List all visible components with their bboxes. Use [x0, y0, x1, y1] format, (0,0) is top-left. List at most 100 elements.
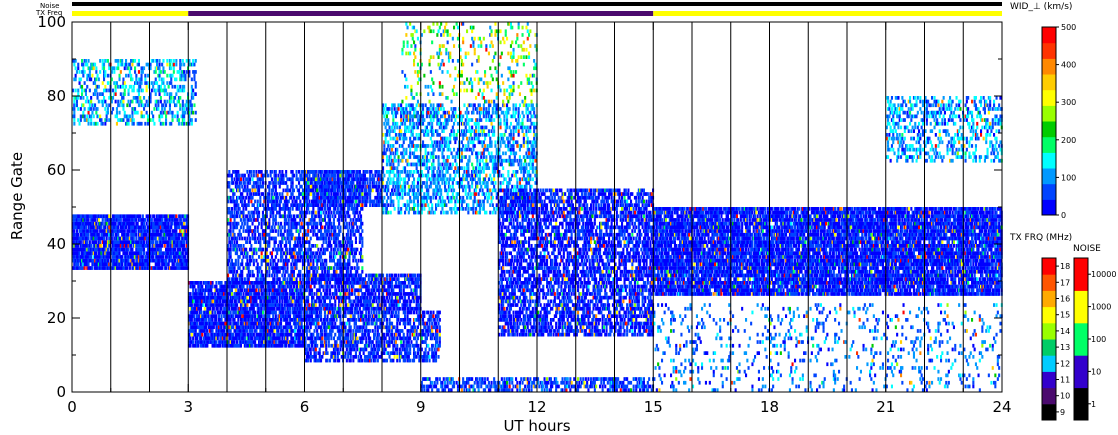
echo-cell [287, 281, 290, 285]
echo-cell [243, 340, 246, 344]
echo-cell [79, 247, 82, 252]
echo-cell [156, 244, 159, 248]
echo-cell [101, 92, 104, 96]
echo-cell [233, 292, 236, 296]
echo-cell [193, 299, 196, 304]
echo-cell [131, 121, 134, 126]
echo-cell [215, 299, 218, 304]
echo-cell [252, 210, 255, 215]
echo-cell [103, 70, 106, 74]
echo-cell [232, 262, 235, 267]
echo-cell [179, 247, 182, 252]
echo-cell [206, 299, 209, 304]
echo-cell [212, 332, 215, 337]
echo-cell [137, 214, 140, 219]
echo-cell [114, 244, 117, 248]
echo-cell [298, 273, 301, 278]
echo-cell [295, 199, 298, 204]
echo-cell [101, 218, 104, 222]
echo-cell [103, 255, 106, 259]
echo-cell [230, 340, 233, 344]
echo-cell [270, 321, 273, 326]
echo-cell [256, 181, 259, 185]
echo-cell [180, 240, 183, 244]
echo-cell [278, 203, 281, 207]
echo-cell [219, 299, 222, 304]
echo-cell [318, 251, 321, 256]
echo-cell [354, 188, 357, 193]
echo-cell [103, 62, 106, 67]
echo-cell [216, 325, 219, 330]
echo-cell [267, 255, 270, 259]
echo-cell [172, 70, 175, 74]
echo-cell [299, 318, 302, 322]
echo-cell [332, 210, 335, 215]
echo-cell [127, 88, 130, 93]
echo-cell [157, 229, 160, 233]
echo-cell [282, 177, 285, 182]
echo-cell [258, 247, 261, 252]
echo-cell [185, 59, 188, 63]
echo-cell [269, 210, 272, 215]
echo-cell [196, 310, 199, 315]
echo-cell [277, 269, 280, 274]
echo-cell [233, 310, 236, 315]
echo-cell [343, 255, 346, 259]
echo-cell [194, 340, 197, 344]
echo-cell [347, 262, 350, 267]
echo-cell [177, 244, 180, 248]
echo-cell [295, 177, 298, 182]
echo-cell [301, 210, 304, 215]
echo-cell [143, 232, 146, 237]
echo-cell [289, 281, 292, 285]
echo-cell [236, 240, 239, 244]
echo-cell [280, 181, 283, 185]
echo-cell [97, 236, 100, 241]
echo-cell [183, 62, 186, 67]
echo-cell [243, 173, 246, 178]
echo-cell [88, 103, 91, 108]
echo-cell [141, 229, 144, 233]
echo-cell [234, 303, 237, 307]
echo-cell [254, 292, 257, 296]
echo-cell [196, 318, 199, 322]
echo-cell [282, 251, 285, 256]
echo-cell [157, 255, 160, 259]
echo-cell [250, 321, 253, 326]
echo-cell [258, 310, 261, 315]
echo-cell [289, 195, 292, 200]
echo-cell [251, 255, 254, 259]
echo-cell [251, 236, 254, 241]
echo-cell [106, 110, 109, 115]
echo-cell [75, 214, 78, 219]
echo-cell [296, 255, 299, 259]
echo-cell [272, 221, 275, 226]
echo-cell [234, 236, 237, 241]
echo-cell [128, 62, 131, 67]
echo-cell [113, 66, 116, 71]
echo-cell [119, 218, 122, 222]
echo-cell [96, 247, 99, 252]
echo-cell [185, 70, 188, 74]
echo-cell [348, 214, 351, 219]
echo-cell [113, 92, 116, 96]
echo-cell [273, 258, 276, 263]
echo-cell [255, 218, 258, 222]
echo-cell [136, 110, 139, 115]
echo-cell [299, 277, 302, 281]
echo-cell [242, 218, 245, 222]
echo-cell [298, 203, 301, 207]
echo-cell [260, 225, 263, 230]
echo-cell [153, 107, 156, 111]
echo-cell [276, 281, 279, 285]
echo-cell [332, 221, 335, 226]
echo-cell [172, 244, 175, 248]
echo-cell [232, 199, 235, 204]
echo-cell [280, 214, 283, 219]
echo-cell [130, 99, 133, 104]
echo-cell [202, 318, 205, 322]
echo-cell [291, 269, 294, 274]
echo-cell [215, 325, 218, 330]
echo-cell [211, 314, 214, 318]
echo-cell [128, 84, 131, 89]
